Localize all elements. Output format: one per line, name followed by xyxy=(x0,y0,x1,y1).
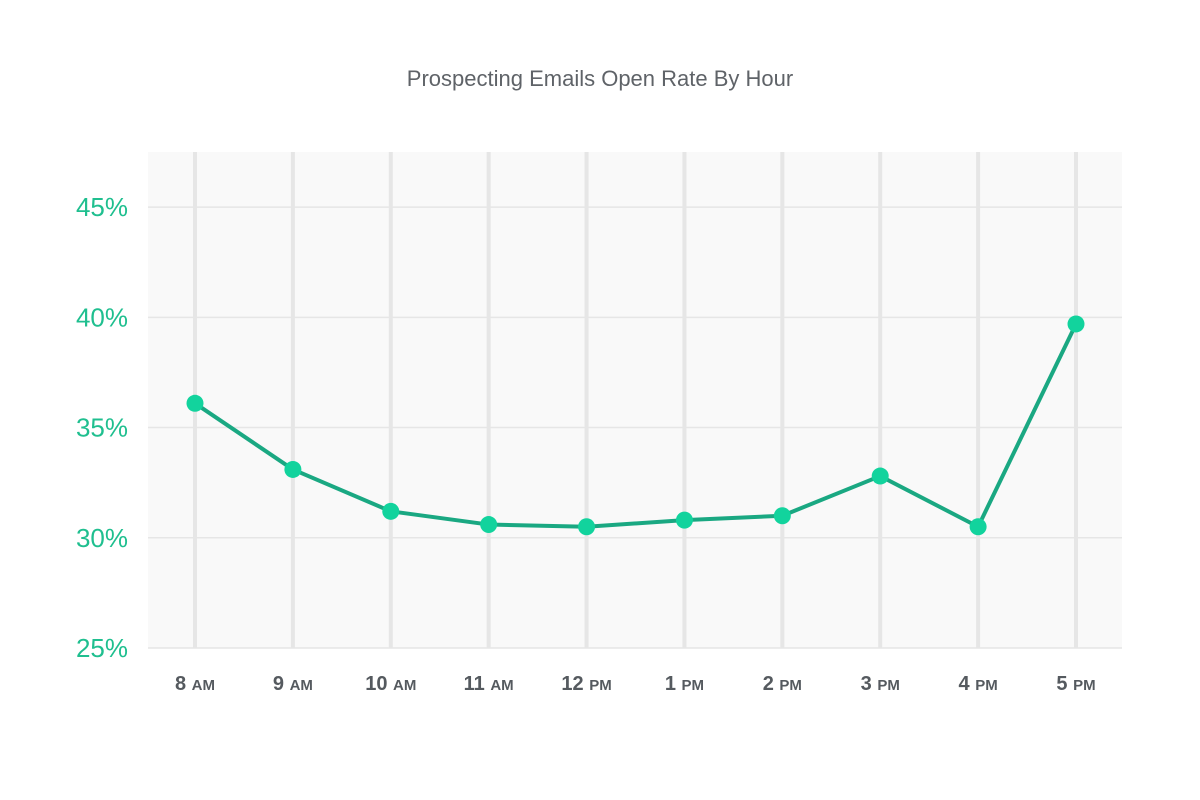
data-point xyxy=(675,511,693,529)
x-tick-label: 10 AM xyxy=(365,673,416,695)
x-tick-label: 11 AM xyxy=(464,673,514,695)
data-point xyxy=(578,518,596,536)
data-point xyxy=(969,518,987,536)
chart-title: Prospecting Emails Open Rate By Hour xyxy=(406,66,794,91)
series-group xyxy=(186,315,1085,536)
y-tick-label: 40% xyxy=(76,302,128,332)
y-tick-label: 35% xyxy=(76,413,128,443)
x-tick-label: 2 PM xyxy=(763,673,802,695)
x-tick-label: 12 PM xyxy=(561,673,611,695)
data-point xyxy=(186,394,204,412)
y-axis: 25% 30% 35% 40% 45% xyxy=(76,192,128,663)
series-line xyxy=(193,323,1078,529)
data-point xyxy=(871,467,889,485)
x-tick-label: 8 AM xyxy=(175,673,215,695)
x-tick-label: 1 PM xyxy=(665,673,704,695)
x-axis: 8 AM 9 AM 10 AM 11 AM 12 PM 1 PM 2 PM 3 PM 4 PM 5… xyxy=(175,673,1096,695)
vertical-gridlines xyxy=(193,152,1078,648)
data-point xyxy=(773,507,791,525)
data-point xyxy=(382,502,400,520)
y-tick-label: 25% xyxy=(76,633,128,663)
data-point xyxy=(284,460,302,478)
plot-background xyxy=(148,152,1122,648)
x-tick-label: 5 PM xyxy=(1056,673,1095,695)
data-point xyxy=(480,516,498,534)
x-tick-label: 3 PM xyxy=(861,673,900,695)
x-tick-label: 4 PM xyxy=(959,673,998,695)
horizontal-gridlines xyxy=(148,206,1122,649)
y-tick-label: 45% xyxy=(76,192,128,222)
x-tick-label: 9 AM xyxy=(273,673,313,695)
data-point xyxy=(1067,315,1085,333)
y-tick-label: 30% xyxy=(76,523,128,553)
